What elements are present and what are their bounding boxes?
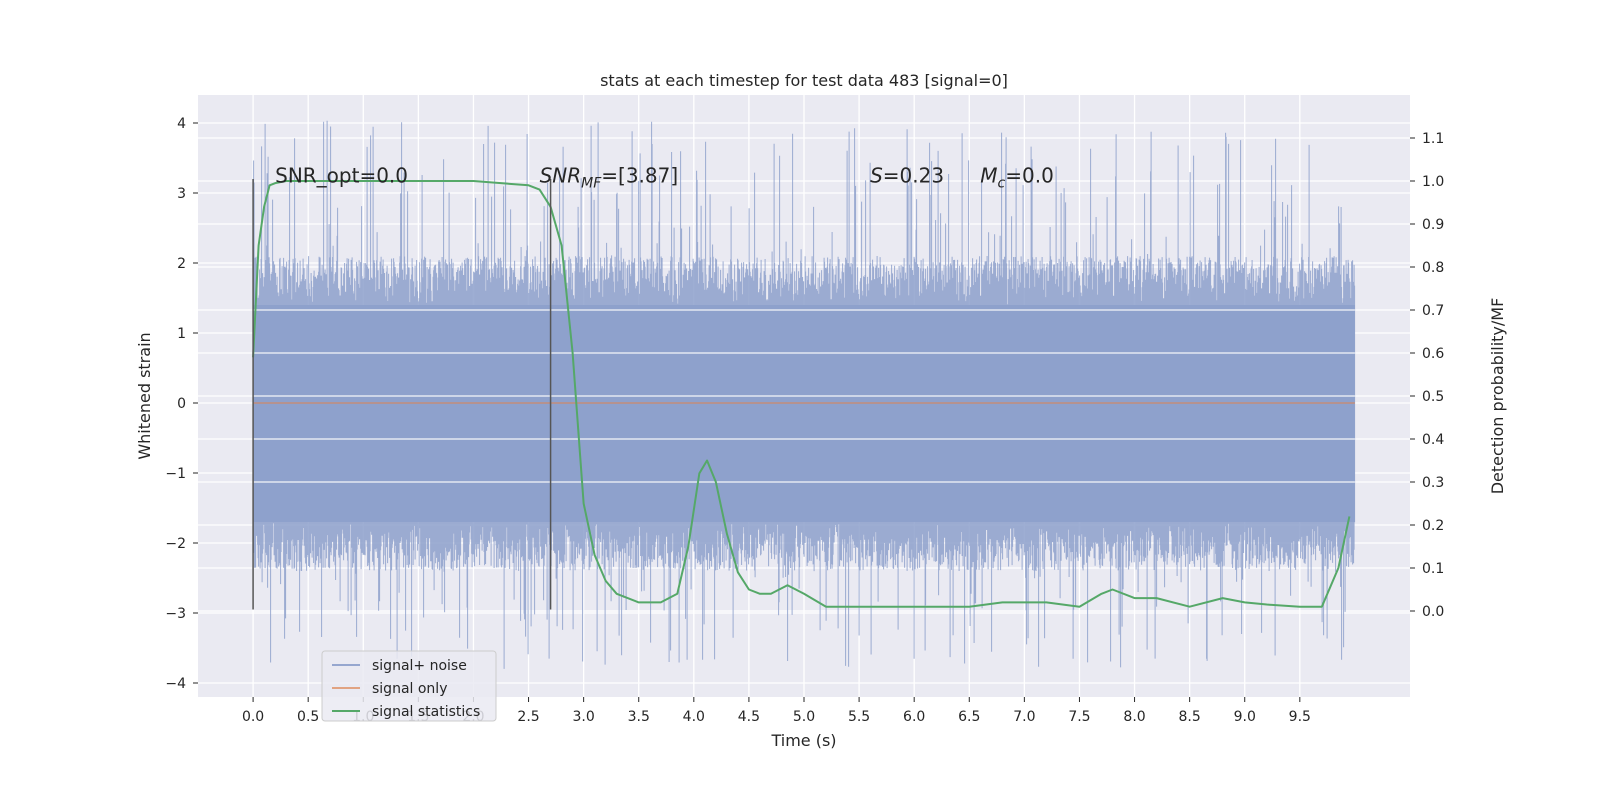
y-tick-label: −4 [165,676,186,692]
x-tick-label: 3.0 [573,709,595,725]
y-tick-label: 3 [177,186,186,202]
y2-tick-label: 0.7 [1422,303,1444,319]
y2-tick-label: 0.0 [1422,604,1444,620]
legend-box [321,650,497,722]
series-signal-noise [252,120,1356,669]
x-tick-label: 8.0 [1123,709,1145,725]
series-lines [252,180,1355,608]
annotation-subscript: MF [581,176,602,192]
y-tick-label: −3 [165,606,186,622]
legend-entry: signal only [372,681,447,697]
y2-tick-label: 0.5 [1422,389,1444,405]
y2-tick-label: 0.3 [1422,475,1444,491]
annotation: S=0.23 [870,164,944,188]
y2-tick-label: 0.1 [1422,561,1444,577]
x-tick-label: 9.5 [1289,709,1311,725]
legend: signal+ noise signal only signal statistic… [321,650,497,722]
x-tick-label: 4.0 [683,709,705,725]
x-tick-label: 6.5 [958,709,980,725]
legend-entry: signal+ noise [372,658,467,674]
y2-tick-label: 1.1 [1422,131,1444,147]
legend-entry: signal statistics [372,704,480,720]
annotation-value: =0.0 [1005,164,1054,188]
annotation-value: =0.23 [883,164,944,188]
x-axis-label: Time (s) [770,731,836,750]
y-tick-label: 4 [177,116,186,132]
x-tick-label: 8.5 [1179,709,1201,725]
annotation-symbol: SNR [540,164,582,188]
x-tick-label: 7.5 [1068,709,1090,725]
x-tick-label: 0.0 [242,709,264,725]
y2-tick-label: 0.8 [1422,260,1444,276]
annotations: SNR_opt=0.0 SNRMF=[3.87] S=0.23 Mc=0.0 [275,164,1054,192]
annotation-subscript: c [998,176,1006,192]
x-tick-label: 5.5 [848,709,870,725]
vertical-markers [252,179,552,610]
y-tick-label: 1 [177,326,186,342]
x-tick-label: 3.5 [628,709,650,725]
chart-title: stats at each timestep for test data 483… [600,71,1008,90]
y-tick-label: −1 [165,466,186,482]
annotation-symbol: S [870,164,883,188]
annotation: Mc=0.0 [980,164,1054,192]
y2-tick-label: 0.9 [1422,217,1444,233]
series-signal-noise-core [253,305,1355,522]
annotation: SNRMF=[3.87] [540,164,679,192]
annotation: SNR_opt=0.0 [275,164,408,188]
y-tick-label: 0 [177,396,186,412]
y2-axis-label: Detection probability/MF [1488,298,1507,495]
annotation-symbol: M [980,164,997,188]
x-tick-label: 6.0 [903,709,925,725]
ticks: 0.00.51.01.52.02.53.03.54.04.55.05.56.06… [165,116,1444,725]
annotation-value: =[3.87] [601,164,678,188]
y2-tick-label: 0.2 [1422,518,1444,534]
y-axis-label: Whitened strain [135,332,154,459]
x-tick-label: 7.0 [1013,709,1035,725]
x-tick-label: 0.5 [297,709,319,725]
y-tick-label: 2 [177,256,186,272]
x-tick-label: 5.0 [793,709,815,725]
y-tick-label: −2 [165,536,186,552]
x-tick-label: 2.5 [517,709,539,725]
x-tick-label: 4.5 [738,709,760,725]
y2-tick-label: 1.0 [1422,174,1444,190]
x-tick-label: 9.0 [1234,709,1256,725]
y2-tick-label: 0.4 [1422,432,1444,448]
y2-tick-label: 0.6 [1422,346,1444,362]
series-signal-statistics-line [252,180,1351,608]
